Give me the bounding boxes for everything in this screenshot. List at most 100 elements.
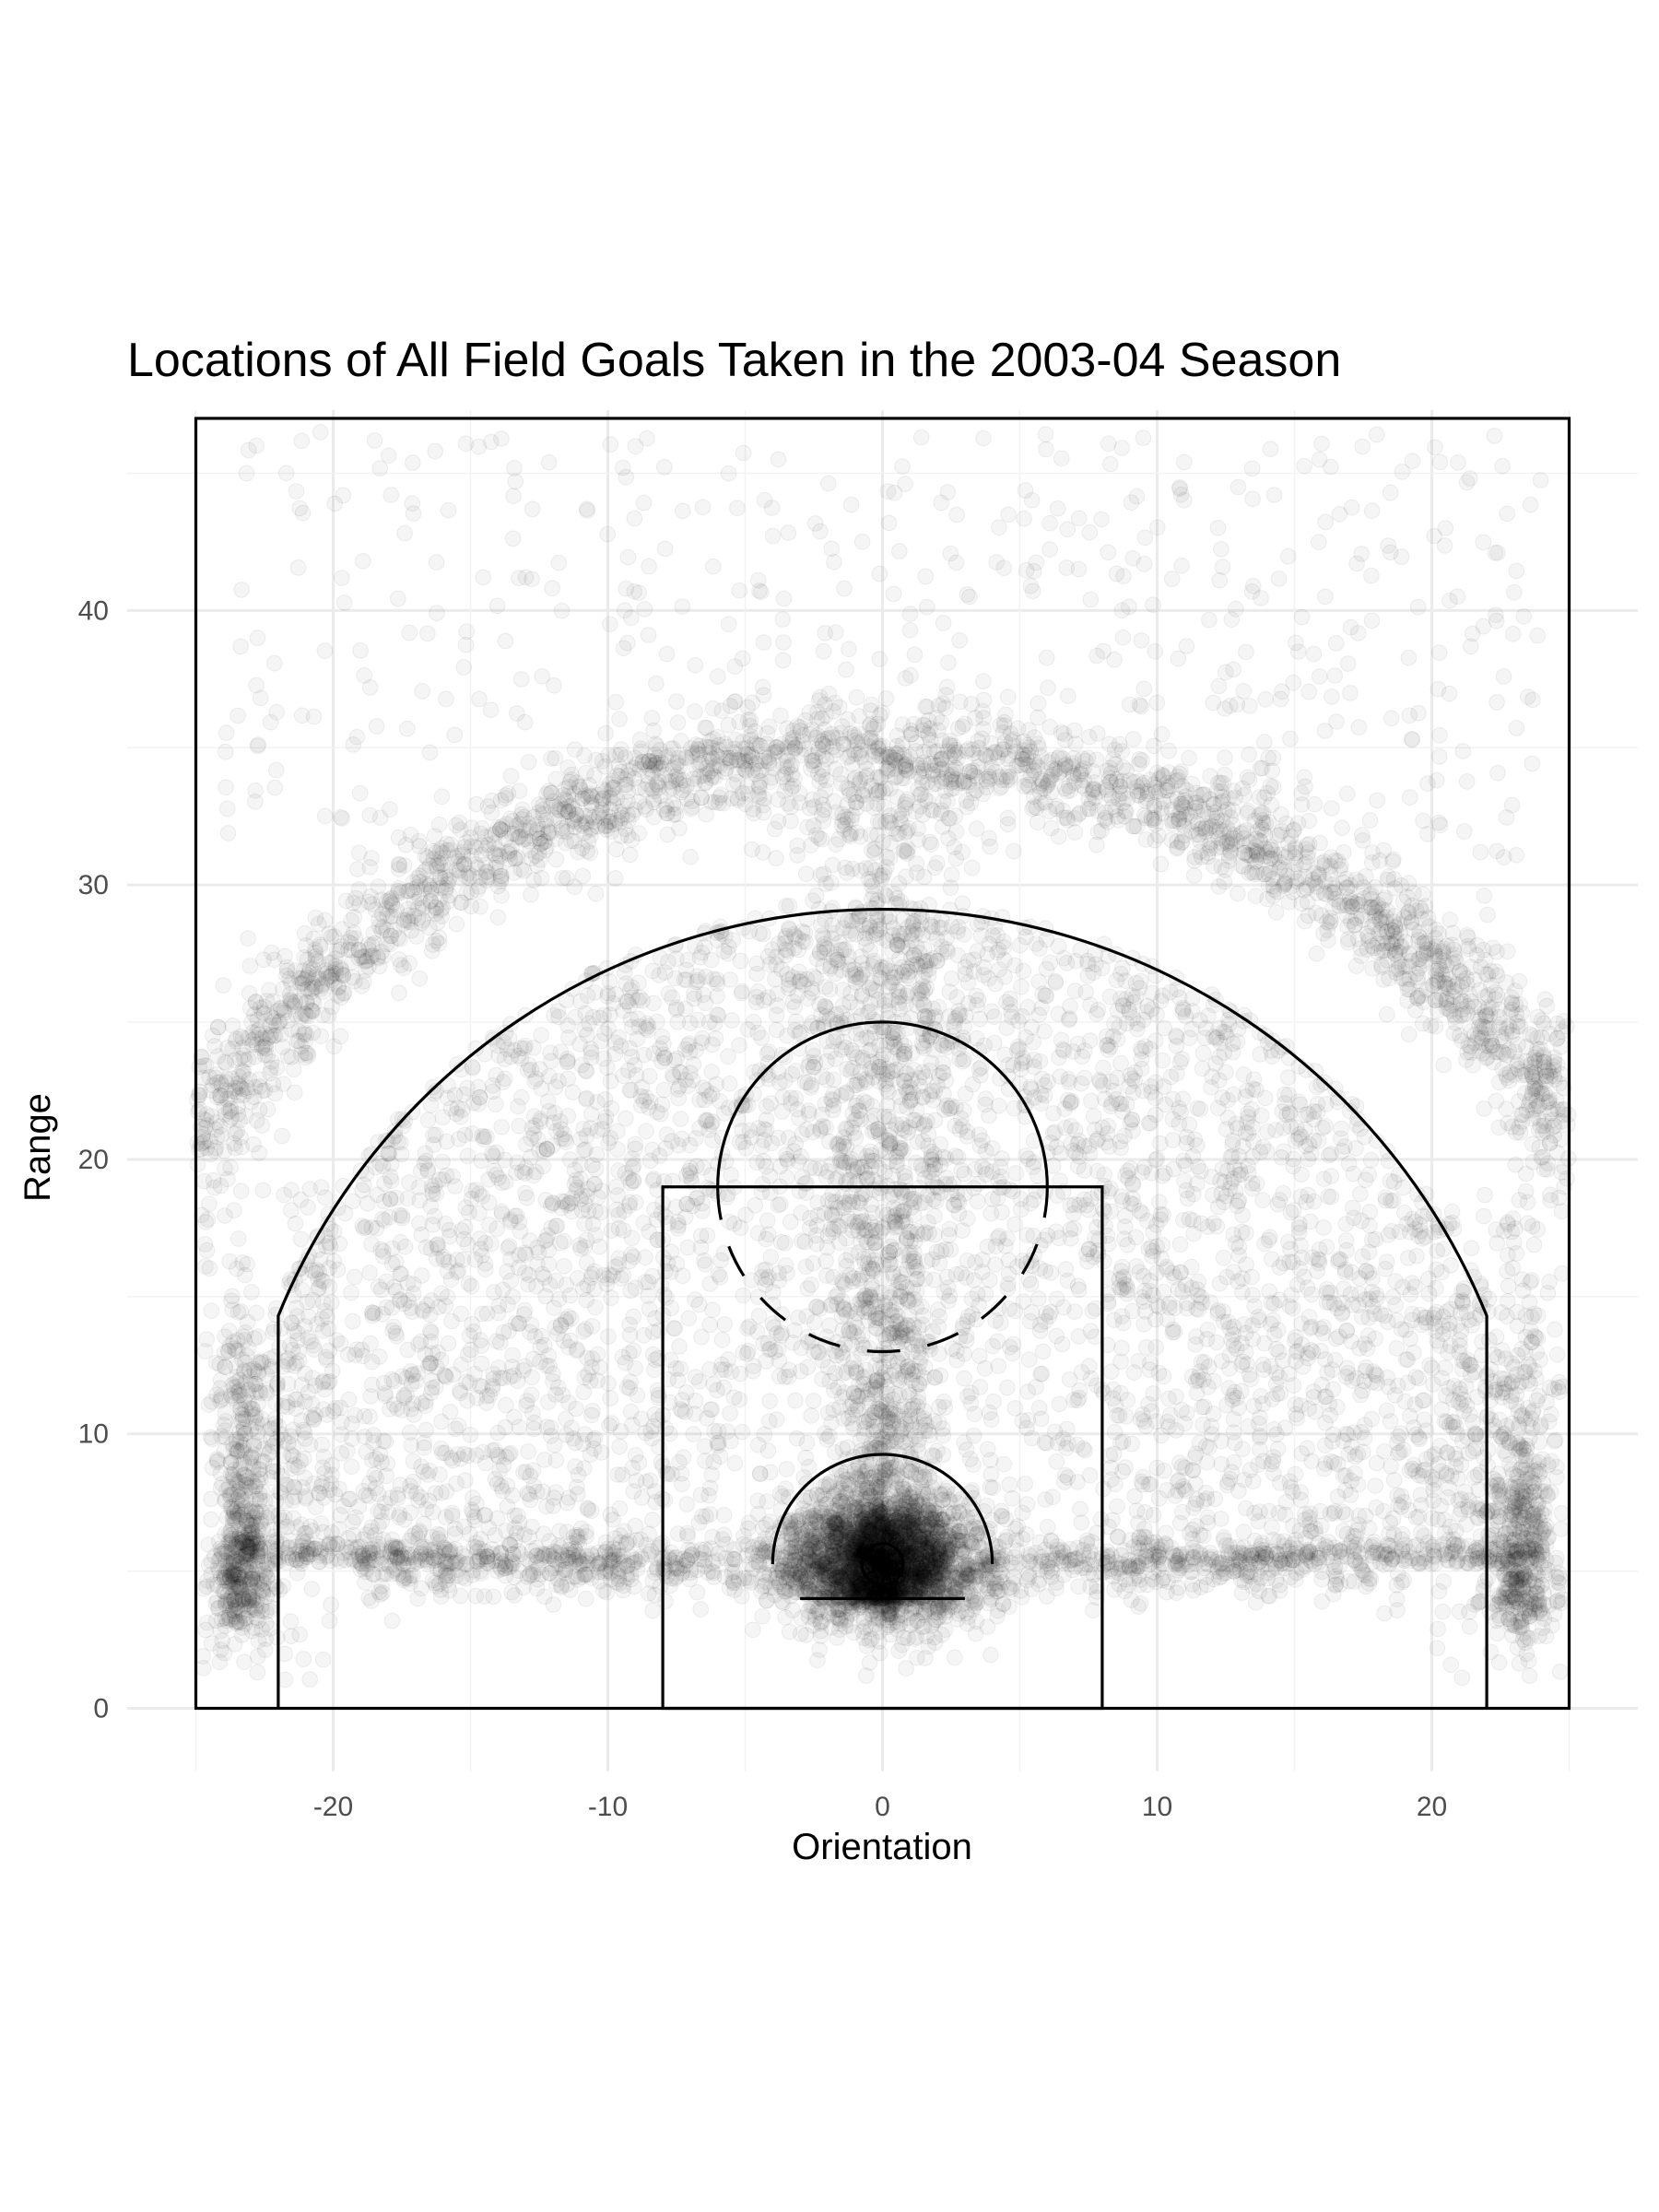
shot-point [1399,992,1416,1009]
shot-point [1273,806,1289,823]
shot-point [229,1230,247,1247]
shot-point [871,1644,888,1662]
shot-point [1413,902,1430,920]
shot-point [282,995,300,1012]
shot-point [353,948,371,965]
shot-point [358,962,374,979]
shot-point [1298,880,1315,897]
shot-point [1549,1030,1566,1046]
shot-point [1335,874,1352,891]
shot-point [1100,770,1118,787]
shot-point [219,1071,236,1088]
shot-point [1488,963,1504,980]
shot-point [754,1608,771,1625]
shot-point [975,673,992,689]
shot-point [1262,778,1279,794]
shot-point [994,741,1011,758]
shot-point [784,723,802,739]
shot-point [506,865,523,881]
shot-point [1426,942,1442,959]
shot-point [221,1112,239,1128]
shot-point [946,1649,963,1666]
shot-point [726,740,743,758]
shot-point [1410,987,1427,1005]
shot-point [330,979,347,996]
shot-point [582,821,600,838]
shot-point [208,1088,226,1106]
shot-point [1519,1194,1536,1211]
shot-point [1056,780,1074,797]
shot-point [1329,853,1347,870]
shot-point [1160,742,1177,759]
shot-point [1555,1013,1572,1030]
shot-point [659,826,677,843]
shot-point [1438,957,1455,974]
shot-point [197,1214,215,1230]
shot-point [298,1006,314,1024]
shot-point [577,764,594,782]
shot-point [1494,1060,1512,1077]
shot-point [865,718,882,735]
shot-point [520,754,537,771]
shot-point [411,970,429,987]
shot-point [569,806,585,824]
shot-point [418,876,435,893]
shot-point [583,796,600,814]
shot-point [249,1112,265,1129]
shot-point [307,910,324,926]
shot-point [1296,912,1313,930]
shot-point [500,845,518,863]
shot-point [1454,965,1471,982]
shot-point [1418,982,1435,998]
shot-point [1051,747,1068,765]
shot-point [333,989,350,1006]
shot-point [1072,765,1089,782]
shot-point [1230,885,1246,902]
shot-point [391,984,407,1002]
shot-point [312,936,329,953]
shot-point [619,793,636,810]
shot-point [1440,980,1457,997]
shot-point [268,1059,286,1077]
shot-point [493,867,510,885]
shot-point [1052,763,1068,781]
shot-point [292,975,309,992]
shot-point [1497,1594,1513,1612]
shot-point [683,800,700,818]
shot-point [1265,877,1281,895]
shot-point [203,1511,219,1528]
shot-point [1185,867,1203,884]
shot-point [1152,855,1170,873]
shot-point [430,929,448,947]
shot-point [1248,853,1265,870]
shot-point [206,1038,223,1054]
shot-point [1553,1505,1571,1522]
shot-point [924,762,941,780]
shot-point [276,947,293,965]
shot-point [1535,1160,1553,1178]
shot-point [1032,794,1050,812]
shot-point [877,690,895,707]
shot-point [1066,810,1083,827]
shot-point [216,1143,233,1159]
shot-point [1553,1203,1571,1220]
shot-point [1190,816,1206,832]
shot-point [272,1000,289,1018]
shot-point [786,771,803,787]
shot-point [1476,888,1493,904]
shot-point [1487,991,1503,1007]
shot-point [1479,1049,1496,1065]
shot-point [1488,967,1506,984]
shot-point [469,882,486,899]
shot-point [1379,871,1396,888]
shot-point [669,714,687,731]
shot-point [486,835,503,852]
shot-point [809,726,826,744]
shot-point [687,703,703,720]
shot-point [255,951,272,969]
shot-point [898,1660,914,1677]
shot-point [1066,722,1083,739]
shot-point [1498,1100,1515,1118]
shot-point [581,785,598,803]
